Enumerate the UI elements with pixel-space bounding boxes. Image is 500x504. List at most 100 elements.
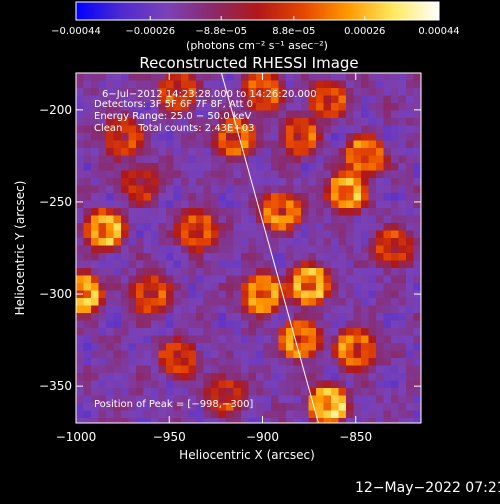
heatmap-cell [353, 305, 362, 314]
heatmap-cell [413, 403, 421, 411]
heatmap-cell [376, 148, 384, 156]
heatmap-cell [196, 125, 204, 134]
heatmap-cell [241, 343, 249, 351]
heatmap-cell [293, 395, 302, 404]
heatmap-cell [173, 140, 182, 149]
heatmap-cell [241, 268, 249, 276]
heatmap-cell [256, 133, 264, 141]
heatmap-cell [308, 275, 317, 284]
heatmap-cell [361, 328, 369, 336]
heatmap-cell [338, 118, 347, 126]
heatmap-cell [391, 230, 399, 239]
heatmap-cell [128, 140, 137, 149]
heatmap-cell [413, 350, 421, 359]
heatmap-cell [353, 313, 362, 321]
heatmap-cell [353, 275, 362, 284]
heatmap-cell [376, 80, 384, 89]
heatmap-cell [293, 215, 302, 224]
heatmap-cell [406, 200, 414, 209]
heatmap-cell [316, 230, 324, 239]
heatmap-cell [346, 350, 354, 359]
heatmap-cell [331, 118, 339, 126]
heatmap-cell [293, 133, 302, 141]
heatmap-cell [128, 260, 137, 269]
heatmap-cell [256, 343, 264, 351]
heatmap-cell [331, 163, 339, 171]
heatmap-cell [113, 118, 122, 126]
heatmap-cell [391, 268, 399, 276]
heatmap-cell [76, 185, 84, 194]
heatmap-cell [331, 170, 339, 179]
heatmap-cell [188, 208, 197, 216]
heatmap-cell [83, 215, 92, 224]
heatmap-cell [413, 73, 421, 81]
heatmap-cell [323, 350, 332, 359]
heatmap-cell [143, 320, 152, 329]
heatmap-cell [406, 148, 414, 156]
heatmap-cell [256, 223, 264, 231]
heatmap-cell [286, 343, 294, 351]
heatmap-cell [128, 73, 137, 81]
heatmap-cell [226, 80, 234, 89]
heatmap-cell [338, 388, 347, 396]
heatmap-cell [316, 140, 324, 149]
heatmap-cell [83, 403, 92, 411]
heatmap-cell [158, 335, 167, 344]
heatmap-cell [128, 200, 137, 209]
heatmap-cell [151, 268, 159, 276]
heatmap-cell [98, 155, 107, 164]
heatmap-cell [121, 350, 129, 359]
heatmap-cell [241, 388, 249, 396]
heatmap-cell [226, 118, 234, 126]
heatmap-cell [413, 170, 421, 179]
heatmap-cell [143, 313, 152, 321]
heatmap-cell [413, 305, 421, 314]
heatmap-cell [368, 185, 377, 194]
heatmap-cell [158, 305, 167, 314]
heatmap-cell [368, 373, 377, 381]
heatmap-cell [218, 238, 227, 246]
heatmap-cell [391, 95, 399, 104]
heatmap-cell [248, 358, 257, 366]
heatmap-cell [406, 208, 414, 216]
heatmap-cell [286, 178, 294, 186]
heatmap-cell [256, 313, 264, 321]
heatmap-cell [346, 283, 354, 291]
heatmap-cell [383, 200, 392, 209]
heatmap-cell [271, 395, 279, 404]
heatmap-cell [398, 328, 407, 336]
heatmap-cell [331, 125, 339, 134]
heatmap-cell [158, 365, 167, 374]
heatmap-cell [278, 110, 287, 119]
heatmap-cell [316, 148, 324, 156]
heatmap-cell [391, 80, 399, 89]
heatmap-cell [293, 193, 302, 201]
heatmap-cell [308, 343, 317, 351]
heatmap-cell [368, 260, 377, 269]
heatmap-cell [151, 118, 159, 126]
heatmap-cell [226, 358, 234, 366]
heatmap-cell [376, 238, 384, 246]
heatmap-cell [188, 365, 197, 374]
heatmap-cell [338, 230, 347, 239]
heatmap-cell [158, 283, 167, 291]
heatmap-cell [218, 253, 227, 261]
heatmap-cell [323, 185, 332, 194]
heatmap-cell [308, 238, 317, 246]
heatmap-cell [181, 193, 189, 201]
heatmap-cell [406, 410, 414, 419]
heatmap-cell [241, 125, 249, 134]
heatmap-cell [316, 223, 324, 231]
heatmap-cell [346, 388, 354, 396]
heatmap-cell [368, 215, 377, 224]
heatmap-cell [286, 395, 294, 404]
heatmap-cell [406, 335, 414, 344]
heatmap-cell [128, 193, 137, 201]
heatmap-cell [331, 410, 339, 419]
heatmap-cell [196, 200, 204, 209]
heatmap-cell [316, 238, 324, 246]
heatmap-cell [398, 125, 407, 134]
heatmap-cell [361, 110, 369, 119]
heatmap-cell [136, 118, 144, 126]
heatmap-cell [113, 140, 122, 149]
